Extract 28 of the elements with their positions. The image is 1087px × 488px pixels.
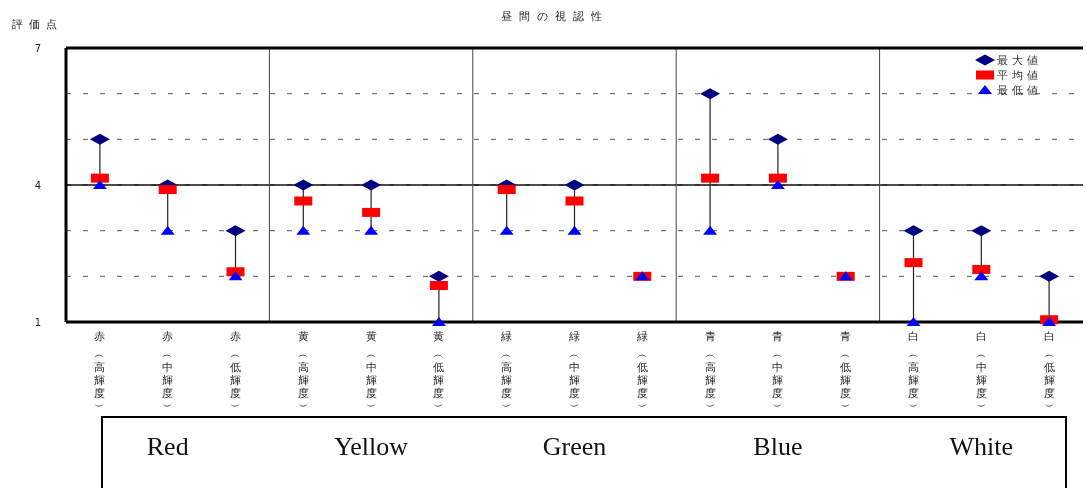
x-tick-label: 緑︵中輝度︶ xyxy=(568,330,580,413)
x-tick-label: 緑︵高輝度︶ xyxy=(500,330,513,413)
x-tick-label: 赤︵低輝度︶ xyxy=(230,330,241,413)
legend-label: 最低値 xyxy=(997,84,1042,97)
x-tick-label: 黄︵中輝度︶ xyxy=(365,330,377,413)
x-tick-label: 青︵高輝度︶ xyxy=(704,330,716,413)
x-tick-label: 青︵低輝度︶ xyxy=(840,330,852,413)
x-tick-label: 白︵中輝度︶ xyxy=(975,330,987,413)
legend-label: 平均値 xyxy=(997,69,1042,82)
text: White xyxy=(949,432,1014,461)
text: Green xyxy=(542,432,607,461)
x-tick-label: 白︵高輝度︶ xyxy=(908,330,919,413)
x-tick-label: 黄︵低輝度︶ xyxy=(433,330,445,413)
y-tick-label: 4 xyxy=(34,180,42,191)
x-tick-label: 緑︵低輝度︶ xyxy=(635,330,648,413)
y-tick-label: 7 xyxy=(34,43,42,54)
text: Yellow xyxy=(334,432,409,461)
text: Red xyxy=(146,432,189,461)
x-tick-label: 青︵中輝度︶ xyxy=(772,330,784,413)
y-axis-title: 評価点 xyxy=(12,18,63,31)
text: Blue xyxy=(753,432,803,461)
y-tick-label: 1 xyxy=(34,317,42,328)
chart-title: 昼間の視認性 xyxy=(501,10,609,23)
x-tick-label: 赤︵中輝度︶ xyxy=(162,330,174,413)
legend-label: 最大値 xyxy=(997,54,1042,67)
x-tick-label: 赤︵高輝度︶ xyxy=(94,330,106,413)
x-tick-label: 白︵低輝度︶ xyxy=(1043,330,1055,413)
x-tick-label: 黄︵高輝度︶ xyxy=(297,330,309,413)
